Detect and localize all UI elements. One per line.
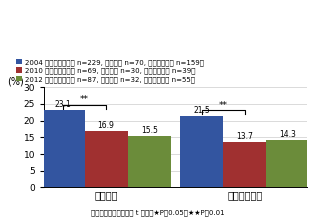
Bar — [266, 140, 309, 187]
Bar — [41, 110, 84, 187]
Bar — [180, 116, 223, 187]
Text: 15.5: 15.5 — [141, 126, 158, 135]
Text: 16.9: 16.9 — [98, 121, 114, 130]
Text: (%): (%) — [8, 76, 24, 86]
Text: **: ** — [219, 101, 228, 110]
Bar — [223, 142, 266, 187]
Bar — [128, 136, 171, 187]
Text: 13.7: 13.7 — [236, 132, 253, 141]
Bar — [84, 131, 128, 187]
Text: 21.5: 21.5 — [193, 106, 210, 115]
Text: 14.3: 14.3 — [279, 130, 296, 139]
Legend: 2004 年度（全体平均 n=229, 大学病院 n=70, 大学病院以外 n=159）, 2010 年度（全体平均 n=69, 大学病院 n=30, 大学病院: 2004 年度（全体平均 n=229, 大学病院 n=70, 大学病院以外 n=… — [16, 59, 204, 83]
Text: **: ** — [80, 95, 89, 104]
Text: 23.1: 23.1 — [55, 100, 71, 109]
Text: 異なる独立サンプルの t 検定　★P＜0.05　★★P＜0.01: 異なる独立サンプルの t 検定 ★P＜0.05 ★★P＜0.01 — [91, 209, 225, 216]
